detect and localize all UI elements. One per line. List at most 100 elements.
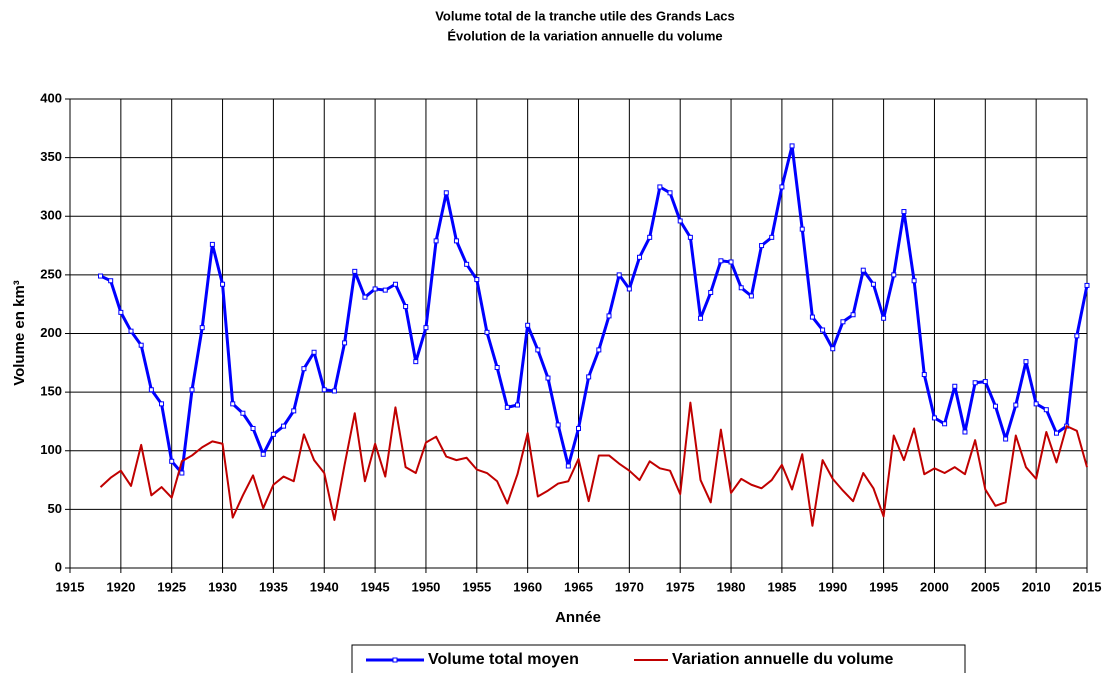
x-tick-label: 1980 [717, 579, 746, 594]
y-tick-label: 350 [40, 149, 62, 164]
point-marker [647, 234, 653, 240]
point-marker [199, 325, 205, 331]
point-marker [372, 286, 378, 292]
point-marker [128, 328, 134, 334]
x-tick-label: 1965 [564, 579, 593, 594]
point-marker [291, 408, 297, 414]
point-marker [799, 226, 805, 232]
point-marker [962, 429, 968, 435]
point-marker [637, 254, 643, 260]
point-marker [677, 218, 683, 224]
point-marker [311, 349, 317, 355]
x-tick-label: 2005 [971, 579, 1000, 594]
point-marker [789, 143, 795, 149]
point-marker [748, 293, 754, 299]
point-marker [179, 470, 185, 476]
x-tick-label: 1995 [869, 579, 898, 594]
y-tick-label: 400 [40, 90, 62, 105]
point-marker [1043, 407, 1049, 413]
x-tick-label: 1990 [818, 579, 847, 594]
point-marker [759, 243, 765, 249]
point-marker [657, 184, 663, 190]
point-marker [921, 372, 927, 378]
point-marker [606, 313, 612, 319]
point-marker [1033, 401, 1039, 407]
point-marker [698, 315, 704, 321]
point-marker [504, 404, 510, 410]
point-marker [423, 325, 429, 331]
x-tick-label: 1935 [259, 579, 288, 594]
point-marker [331, 388, 337, 394]
point-marker [545, 375, 551, 381]
y-tick-label: 100 [40, 442, 62, 457]
x-tick-label: 1950 [411, 579, 440, 594]
point-marker [240, 410, 246, 416]
point-marker [270, 431, 276, 437]
point-marker [392, 281, 398, 287]
point-marker [474, 277, 480, 283]
point-marker [911, 278, 917, 284]
point-marker [901, 209, 907, 215]
legend-label: Variation annuelle du volume [672, 651, 893, 668]
point-marker [494, 365, 500, 371]
series-line [99, 401, 1088, 527]
point-marker [301, 366, 307, 372]
point-marker [1053, 430, 1059, 436]
x-tick-label: 1960 [513, 579, 542, 594]
point-marker [708, 289, 714, 295]
point-marker [596, 347, 602, 353]
point-marker [738, 285, 744, 291]
point-marker [433, 238, 439, 244]
point-marker [952, 383, 958, 389]
legend-marker [392, 657, 398, 663]
point-marker [352, 268, 358, 274]
x-tick-label: 2015 [1073, 579, 1102, 594]
x-tick-label: 1985 [767, 579, 796, 594]
point-marker [98, 273, 104, 279]
y-tick-label: 0 [55, 559, 62, 574]
point-marker [1003, 436, 1009, 442]
x-tick-label: 1920 [106, 579, 135, 594]
point-marker [321, 387, 327, 393]
x-tick-label: 1915 [56, 579, 85, 594]
series-line [99, 144, 1089, 475]
point-marker [1013, 402, 1019, 408]
point-marker [403, 304, 409, 310]
point-marker [138, 342, 144, 348]
y-tick-label: 150 [40, 384, 62, 399]
point-marker [718, 258, 724, 264]
point-marker [220, 281, 226, 287]
y-tick-label: 200 [40, 325, 62, 340]
point-marker [881, 315, 887, 321]
point-marker [891, 272, 897, 278]
point-marker [230, 401, 236, 407]
point-marker [820, 327, 826, 333]
point-marker [1023, 359, 1029, 365]
point-marker [616, 272, 622, 278]
point-marker [942, 421, 948, 427]
point-marker [189, 387, 195, 393]
point-marker [159, 401, 165, 407]
y-axis-label: Volume en km³ [11, 280, 28, 386]
point-marker [850, 312, 856, 318]
point-marker [972, 380, 978, 386]
point-marker [118, 309, 124, 315]
x-tick-label: 1940 [310, 579, 339, 594]
point-marker [586, 374, 592, 380]
point-marker [464, 261, 470, 267]
legend-label: Volume total moyen [428, 651, 579, 668]
point-marker [443, 190, 449, 196]
point-marker [453, 238, 459, 244]
point-marker [687, 234, 693, 240]
point-marker [535, 347, 541, 353]
point-marker [830, 346, 836, 352]
point-marker [1084, 282, 1090, 288]
point-marker [982, 379, 988, 385]
point-marker [281, 423, 287, 429]
point-marker [148, 387, 154, 393]
point-marker [514, 402, 520, 408]
chart-title: Volume total de la tranche utile des Gra… [435, 8, 735, 23]
x-tick-label: 1945 [361, 579, 390, 594]
point-marker [779, 184, 785, 190]
